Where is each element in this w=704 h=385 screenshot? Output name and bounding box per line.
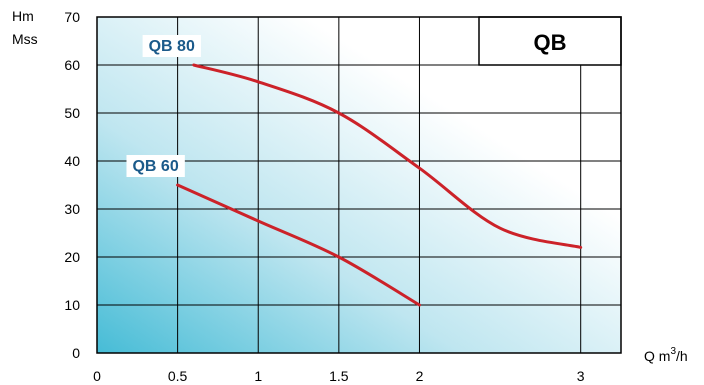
y-axis-title-line-1: Hm bbox=[12, 8, 34, 24]
x-axis-title-superscript: 3 bbox=[670, 346, 676, 357]
x-tick-label: 1.5 bbox=[329, 368, 349, 384]
series-line bbox=[176, 183, 421, 307]
x-tick-label: 0 bbox=[93, 368, 101, 384]
x-tick-label: 3 bbox=[577, 368, 585, 384]
x-tick-label: 1 bbox=[254, 368, 262, 384]
y-axis-title-line-2: Mss bbox=[12, 31, 38, 47]
tick-labels: 0 10 20 30 40 50 60 70 0 0.5 1 1.5 2 3 bbox=[64, 9, 584, 384]
x-axis-title: Q m3/h bbox=[644, 346, 688, 364]
x-axis-title-unit: /h bbox=[676, 348, 688, 364]
series-line bbox=[192, 63, 583, 249]
y-tick-label: 50 bbox=[64, 105, 80, 121]
y-tick-label: 10 bbox=[64, 297, 80, 313]
series-label-background bbox=[142, 35, 201, 57]
y-tick-label: 70 bbox=[64, 9, 80, 25]
x-tick-label: 2 bbox=[416, 368, 424, 384]
series-label-background bbox=[126, 155, 185, 177]
plot-background bbox=[97, 17, 621, 353]
series-label: QB 60 bbox=[132, 158, 178, 175]
x-axis-title-base: Q m bbox=[644, 348, 670, 364]
y-tick-label: 20 bbox=[64, 249, 80, 265]
y-tick-label: 60 bbox=[64, 57, 80, 73]
model-label: QB bbox=[534, 30, 567, 55]
model-box: QB bbox=[478, 16, 622, 66]
series-label: QB 80 bbox=[149, 38, 195, 55]
grid bbox=[96, 16, 621, 354]
y-tick-label: 30 bbox=[64, 201, 80, 217]
plot-frame bbox=[96, 16, 622, 354]
y-tick-label: 0 bbox=[72, 345, 80, 361]
series-labels: QB 80 QB 60 bbox=[126, 35, 201, 177]
x-tick-label: 0.5 bbox=[168, 368, 188, 384]
curves bbox=[176, 63, 583, 307]
y-tick-label: 40 bbox=[64, 153, 80, 169]
y-axis-title: Hm Mss bbox=[12, 8, 38, 47]
